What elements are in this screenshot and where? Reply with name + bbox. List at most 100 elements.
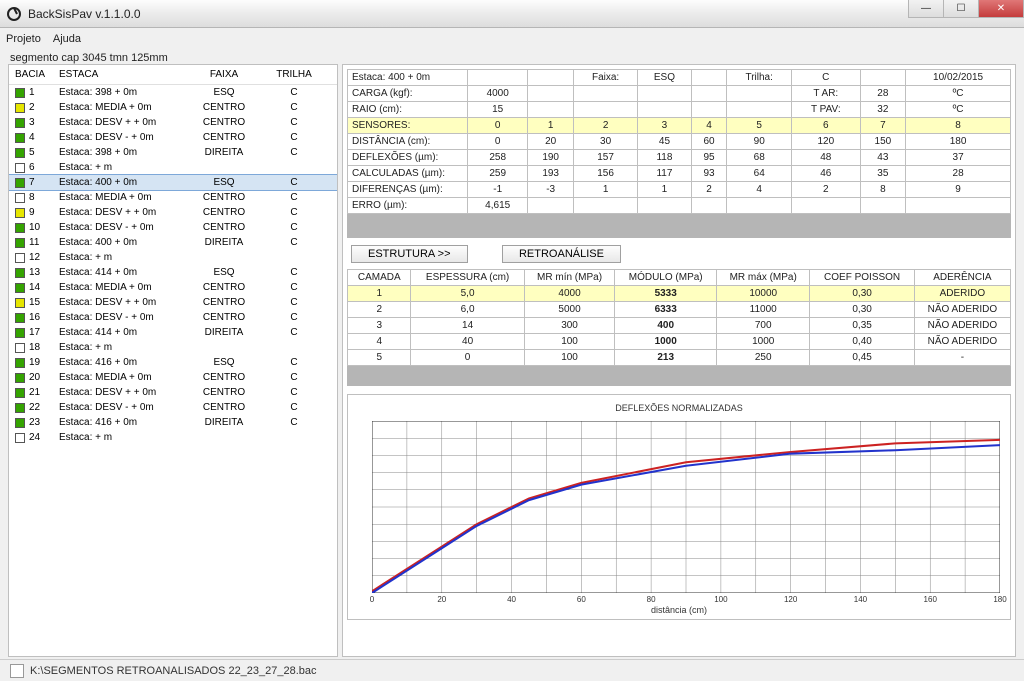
cell: 4 [348,334,411,350]
cell: 100 [524,350,615,366]
cell: 28 [906,166,1011,182]
table-row[interactable]: 501002132500,45- [348,350,1011,366]
table-row[interactable]: 15,040005333100000,30ADERIDO [348,286,1011,302]
status-box [15,403,25,413]
status-box [15,178,25,188]
list-item[interactable]: 14 Estaca: MEDIA + 0m CENTRO C [9,280,337,295]
menu-projeto[interactable]: Projeto [6,33,41,45]
faixa-text: DIREITA [189,237,259,248]
layers-grid: CAMADAESPESSURA (cm)MR mín (MPa)MÓDULO (… [347,269,1011,366]
bacia-list-rows: 1 Estaca: 398 + 0m ESQ C 2 Estaca: MEDIA… [9,85,337,445]
col-estaca[interactable]: ESTACA [59,69,189,80]
bacia-num: 16 [29,312,59,323]
estaca-cell: Estaca: 400 + 0m [348,70,468,86]
trilha-text: C [259,237,329,248]
cell: 258 [468,150,528,166]
cell: 180 [906,134,1011,150]
cell: 5 [348,350,411,366]
faixa-text: ESQ [189,87,259,98]
col-faixa[interactable]: FAIXA [189,69,259,80]
trilha-text: C [259,297,329,308]
list-item[interactable]: 22 Estaca: DESV - + 0m CENTRO C [9,400,337,415]
cell [691,86,727,102]
cell: 0,45 [810,350,914,366]
list-item[interactable]: 23 Estaca: 416 + 0m DIREITA C [9,415,337,430]
trilha-text: C [259,417,329,428]
cell: 11000 [717,302,810,318]
col-trilha[interactable]: TRILHA [259,69,329,80]
cell: 5,0 [411,286,524,302]
minimize-button[interactable]: — [908,0,944,18]
trilha-text: C [259,267,329,278]
estaca-text: Estaca: + m [59,162,189,173]
cell: 100 [524,334,615,350]
summary-grid: Estaca: 400 + 0m Faixa: ESQ Trilha: C 10… [347,69,1011,214]
list-item[interactable]: 16 Estaca: DESV - + 0m CENTRO C [9,310,337,325]
list-item[interactable]: 5 Estaca: 398 + 0m DIREITA C [9,145,337,160]
list-item[interactable]: 10 Estaca: DESV - + 0m CENTRO C [9,220,337,235]
trilha-text: C [259,207,329,218]
list-item[interactable]: 24 Estaca: + m [9,430,337,445]
list-item[interactable]: 9 Estaca: DESV + + 0m CENTRO C [9,205,337,220]
cell [573,102,637,118]
list-item[interactable]: 15 Estaca: DESV + + 0m CENTRO C [9,295,337,310]
bacia-num: 22 [29,402,59,413]
cell: 1 [348,286,411,302]
row-label: RAIO (cm): [348,102,468,118]
cell: - [914,350,1010,366]
bacia-num: 24 [29,432,59,443]
list-item[interactable]: 21 Estaca: DESV + + 0m CENTRO C [9,385,337,400]
cell: 1 [528,118,574,134]
faixa-text: ESQ [189,357,259,368]
bacia-num: 10 [29,222,59,233]
list-item[interactable]: 7 Estaca: 400 + 0m ESQ C [9,175,337,190]
row-label: SENSORES: [348,118,468,134]
table-row[interactable]: 3143004007000,35NÃO ADERIDO [348,318,1011,334]
status-path: K:\SEGMENTOS RETROANALISADOS 22_23_27_28… [30,665,317,677]
list-item[interactable]: 2 Estaca: MEDIA + 0m CENTRO C [9,100,337,115]
list-item[interactable]: 3 Estaca: DESV + + 0m CENTRO C [9,115,337,130]
cell [528,86,574,102]
list-item[interactable]: 18 Estaca: + m [9,340,337,355]
estrutura-button[interactable]: ESTRUTURA >> [351,245,468,263]
list-item[interactable]: 12 Estaca: + m [9,250,337,265]
cell: 93 [691,166,727,182]
col-bacia[interactable]: BACIA [9,69,59,80]
list-item[interactable]: 17 Estaca: 414 + 0m DIREITA C [9,325,337,340]
col-header: ADERÊNCIA [914,270,1010,286]
list-item[interactable]: 13 Estaca: 414 + 0m ESQ C [9,265,337,280]
list-item[interactable]: 11 Estaca: 400 + 0m DIREITA C [9,235,337,250]
retroanalise-button[interactable]: RETROANÁLISE [502,245,621,263]
faixa-text: CENTRO [189,117,259,128]
cell: NÃO ADERIDO [914,318,1010,334]
bacia-num: 7 [29,177,59,188]
estaca-text: Estaca: MEDIA + 0m [59,102,189,113]
list-item[interactable]: 1 Estaca: 398 + 0m ESQ C [9,85,337,100]
list-item[interactable]: 4 Estaca: DESV - + 0m CENTRO C [9,130,337,145]
maximize-button[interactable]: ☐ [943,0,979,18]
cell: 15 [468,102,528,118]
faixa-text: DIREITA [189,147,259,158]
list-item[interactable]: 6 Estaca: + m [9,160,337,175]
cell: 35 [860,166,906,182]
close-button[interactable]: ✕ [978,0,1024,18]
table-row[interactable]: 26,050006333110000,30NÃO ADERIDO [348,302,1011,318]
faixa-text: DIREITA [189,417,259,428]
cell: 2 [691,182,727,198]
cell: 700 [717,318,810,334]
cell: 9 [906,182,1011,198]
window-title: BackSisPav v.1.1.0.0 [28,7,141,21]
menu-ajuda[interactable]: Ajuda [53,33,81,45]
list-item[interactable]: 20 Estaca: MEDIA + 0m CENTRO C [9,370,337,385]
list-item[interactable]: 19 Estaca: 416 + 0m ESQ C [9,355,337,370]
bacia-list-header: BACIA ESTACA FAIXA TRILHA [9,65,337,85]
cell: 68 [727,150,792,166]
cell: 20 [528,134,574,150]
trilha-text: C [259,282,329,293]
cell: 156 [573,166,637,182]
table-row[interactable]: 440100100010000,40NÃO ADERIDO [348,334,1011,350]
cell [638,102,691,118]
faixa-text: CENTRO [189,372,259,383]
status-box [15,298,25,308]
list-item[interactable]: 8 Estaca: MEDIA + 0m CENTRO C [9,190,337,205]
